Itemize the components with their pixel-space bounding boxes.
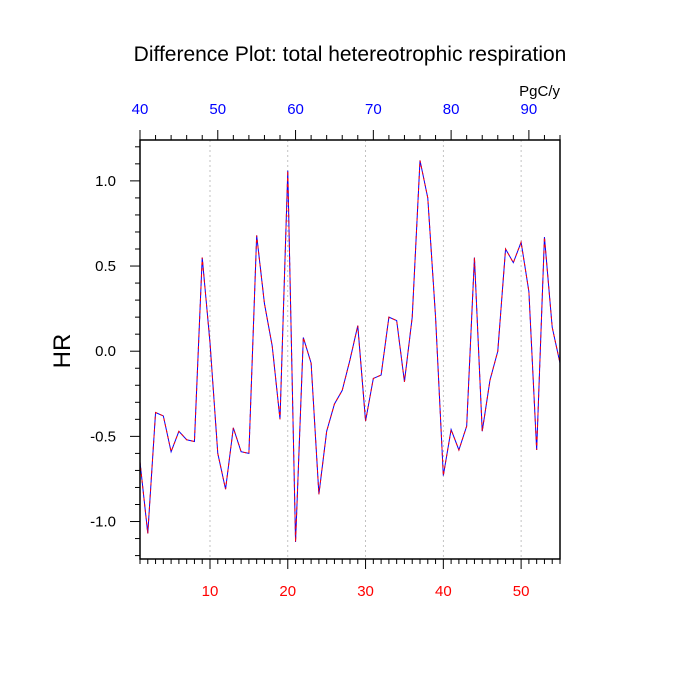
tick-labels: 10 20 30 40 50 40 50 60 70 80 90 -1.0 -0.5 0.0 0.5 1.0 <box>90 101 537 600</box>
x-top-tick-label: 70 <box>365 101 382 118</box>
units-label: PgC/y <box>519 83 560 100</box>
y-tick-label: -1.0 <box>90 514 116 531</box>
axis-ticks <box>130 130 561 569</box>
x-bottom-tick-label: 40 <box>435 583 452 600</box>
series-group <box>139 160 561 542</box>
x-bottom-tick-label: 10 <box>202 583 219 600</box>
plot-frame <box>139 139 561 560</box>
y-tick-label: 1.0 <box>95 173 116 190</box>
chart-title: Difference Plot: total hetereotrophic re… <box>134 43 567 66</box>
x-top-tick-label: 80 <box>443 101 460 118</box>
y-tick-label: 0.0 <box>95 343 116 360</box>
x-bottom-tick-label: 20 <box>279 583 296 600</box>
y-axis-label: HR <box>49 334 76 369</box>
x-bottom-tick-label: 30 <box>357 583 374 600</box>
series-line-top <box>139 160 561 542</box>
y-tick-label: -0.5 <box>90 428 116 445</box>
series-line-bottom <box>139 160 561 542</box>
x-bottom-tick-label: 50 <box>513 583 530 600</box>
y-tick-label: 0.5 <box>95 258 116 275</box>
grid <box>209 140 522 559</box>
x-top-tick-label: 60 <box>287 101 304 118</box>
x-top-tick-label: 50 <box>209 101 226 118</box>
x-top-tick-label: 40 <box>132 101 149 118</box>
x-top-tick-label: 90 <box>521 101 538 118</box>
